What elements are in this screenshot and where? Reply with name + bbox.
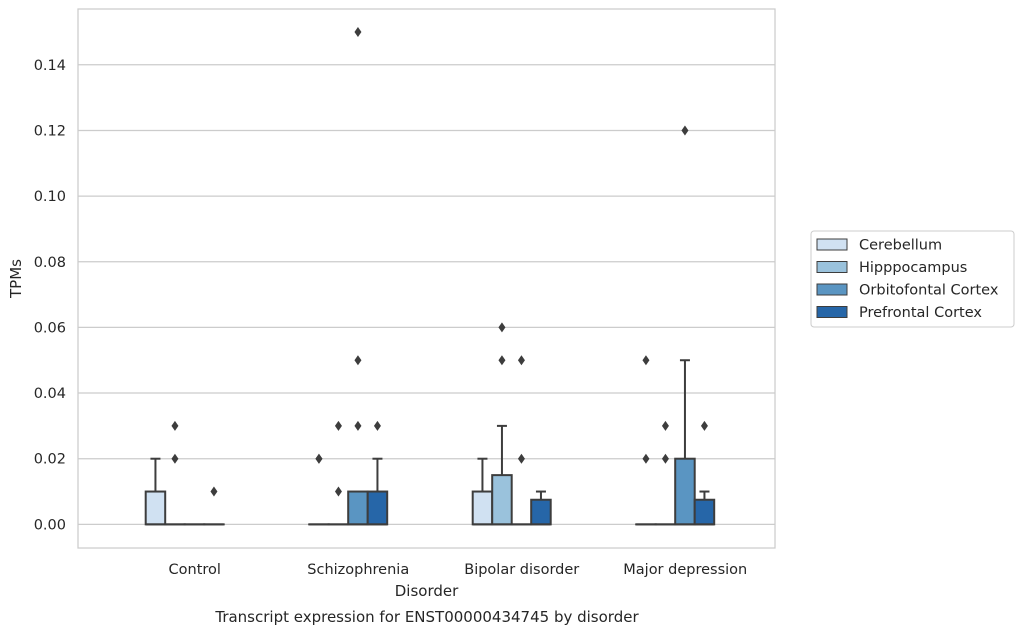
legend-frame — [810, 230, 1015, 328]
box — [347, 490, 369, 526]
x-tick-label: Major depression — [623, 562, 747, 578]
chart-caption: Transcript expression for ENST0000043474… — [214, 608, 639, 626]
outlier-point — [642, 453, 650, 464]
outlier-point — [315, 453, 323, 464]
outlier-point — [661, 420, 669, 431]
outlier-point — [681, 125, 689, 136]
box — [144, 490, 167, 526]
outlier-point — [498, 355, 506, 366]
legend-swatch — [816, 283, 848, 296]
y-tick-labels: 0.00 0.02 0.04 0.06 0.08 0.10 0.12 0.14 — [34, 58, 66, 534]
y-axis-label: TPMs — [7, 259, 25, 299]
legend-label: Prefrontal Cortex — [859, 305, 982, 321]
outlier-point — [700, 420, 708, 431]
y-tick-label: 0.10 — [34, 189, 66, 205]
x-tick-label: Bipolar disorder — [464, 562, 579, 578]
x-tick-label: Schizophrenia — [307, 562, 409, 578]
outlier-point — [334, 420, 342, 431]
box — [491, 474, 513, 526]
box — [674, 457, 696, 526]
outlier-point — [354, 26, 362, 37]
legend: Cerebellum Hipppocampus Orbitofontal Corte… — [810, 230, 1015, 328]
x-tick-labels: Control Schizophrenia Bipolar disorder Majo… — [169, 562, 748, 578]
box — [693, 498, 716, 526]
box — [530, 498, 552, 526]
outlier-point — [210, 486, 218, 497]
x-axis-label: Disorder — [395, 582, 459, 600]
legend-label: Cerebellum — [859, 238, 942, 254]
outlier-point — [373, 420, 381, 431]
box — [366, 490, 389, 526]
outlier-point — [171, 420, 179, 431]
outlier-point — [661, 453, 669, 464]
y-tick-label: 0.02 — [34, 452, 66, 468]
y-tick-label: 0.06 — [34, 320, 66, 336]
legend-label: Orbitofontal Cortex — [859, 283, 999, 299]
y-tick-label: 0.14 — [34, 58, 66, 74]
outlier-point — [517, 453, 525, 464]
legend-swatch — [816, 238, 848, 251]
outlier-point — [498, 322, 506, 333]
y-tick-label: 0.04 — [34, 386, 66, 402]
box-series-group — [144, 26, 716, 526]
outlier-point — [354, 420, 362, 431]
outlier-point — [354, 355, 362, 366]
y-tick-label: 0.08 — [34, 255, 66, 271]
legend-label: Hipppocampus — [859, 260, 967, 276]
plot-frame — [77, 8, 776, 549]
box — [471, 490, 494, 526]
gridlines — [78, 64, 775, 525]
x-tick-label: Control — [169, 562, 221, 578]
outlier-point — [642, 355, 650, 366]
legend-swatch — [816, 306, 848, 318]
y-tick-label: 0.12 — [34, 123, 66, 139]
outlier-point — [171, 453, 179, 464]
legend-swatch — [816, 261, 848, 273]
y-tick-label: 0.00 — [34, 517, 66, 533]
outlier-point — [517, 355, 525, 366]
outlier-point — [334, 486, 342, 497]
